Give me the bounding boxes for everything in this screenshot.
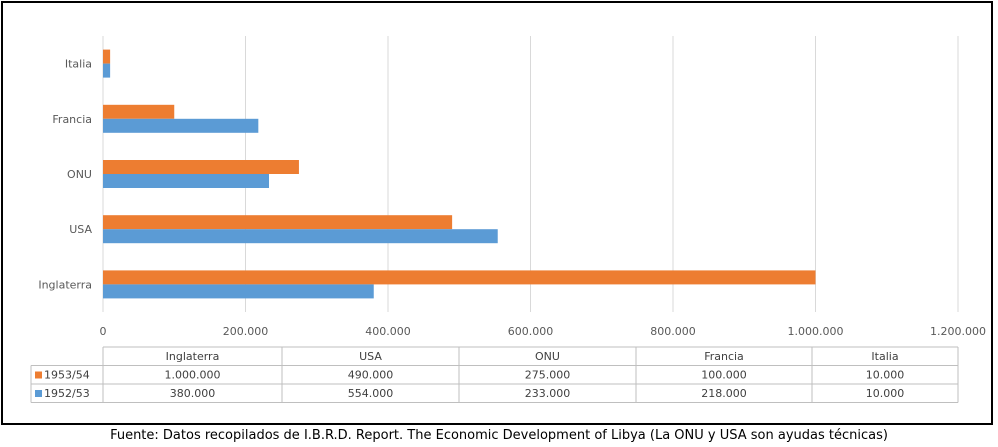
table-value: 233.000 [525,387,571,400]
bar-1952-53 [103,229,498,244]
table-value: 1.000.000 [165,369,221,382]
bar-1952-53 [103,63,111,78]
x-tick-label: 600.000 [508,325,554,338]
x-tick-label: 1.000.000 [788,325,844,338]
legend-swatch [35,371,42,379]
x-tick-label: 0 [100,325,107,338]
category-label: Francia [52,113,92,126]
table-value: 275.000 [525,369,571,382]
x-tick-label: 200.000 [223,325,269,338]
bar-1953-54 [103,215,453,230]
bar-chart: 0 200.000 400.000 600.000 800.000 1.000.000 1.… [30,36,986,403]
table-value: 10.000 [866,387,905,400]
legend-label: 1952/53 [44,387,90,400]
table-value: 554.000 [348,387,394,400]
bar-1953-54 [103,104,175,119]
x-tick-label: 1.200.000 [930,325,986,338]
table-value: 380.000 [170,387,216,400]
table-value: 218.000 [701,387,747,400]
table-value: 490.000 [348,369,394,382]
bar-1953-54 [103,49,111,64]
bar-1953-54 [103,160,299,174]
table-value: 100.000 [701,369,747,382]
source-note: Fuente: Datos recopilados de I.B.R.D. Re… [110,428,888,443]
chart-frame [1,1,993,425]
bar-1952-53 [103,174,270,188]
bar-1952-53 [103,118,259,133]
category-label: Italia [65,58,92,71]
x-tick-label: 800.000 [650,325,696,338]
category-label: Inglaterra [38,278,92,291]
bar-1953-54 [103,270,816,285]
legend-swatch [35,390,42,397]
category-label: USA [69,223,92,236]
bar-1952-53 [103,284,374,299]
table-header: USA [359,350,382,363]
table-header: Francia [704,350,744,363]
x-tick-label: 400.000 [365,325,411,338]
category-label: ONU [67,168,92,181]
table-header: Inglaterra [166,350,220,363]
table-header: Italia [871,350,898,363]
table-header: ONU [535,350,560,363]
table-value: 10.000 [866,369,905,382]
legend-label: 1953/54 [44,369,90,382]
